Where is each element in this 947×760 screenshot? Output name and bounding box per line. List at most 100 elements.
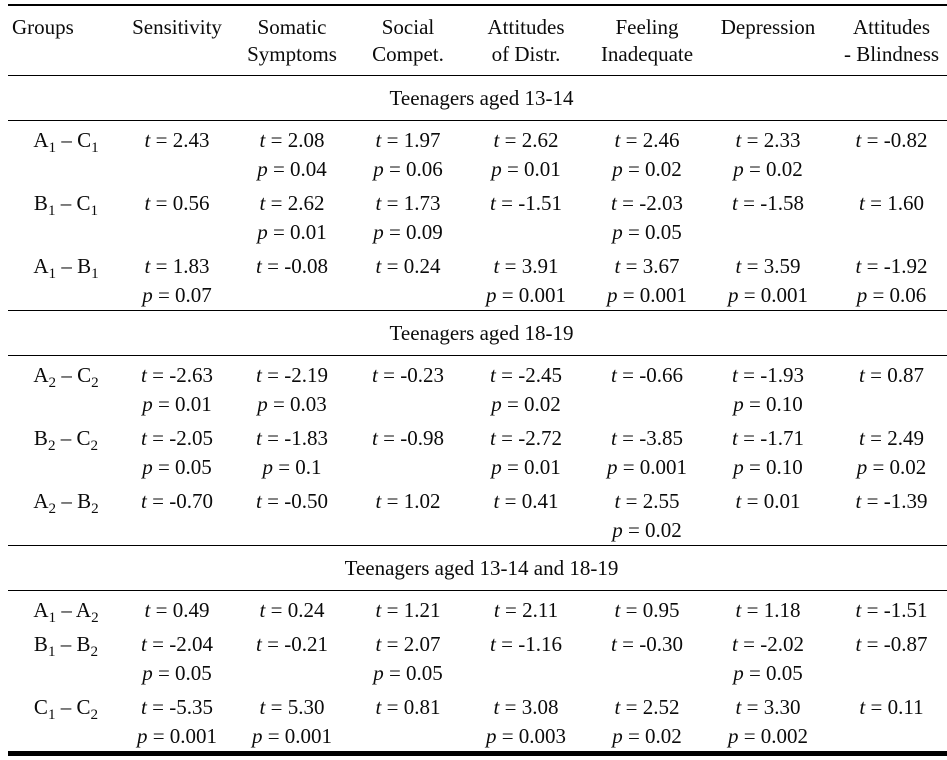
p-letter: p bbox=[856, 455, 868, 479]
group-subscript: 2 bbox=[90, 707, 99, 724]
group-subscript: 1 bbox=[47, 707, 56, 724]
t-value: t = 2.11 bbox=[493, 598, 559, 622]
group-label: A1 – C1 bbox=[33, 128, 99, 157]
p-letter: p bbox=[142, 392, 153, 416]
t-value: t = 0.49 bbox=[144, 598, 210, 622]
p-value: p = 0.001 bbox=[606, 455, 688, 479]
p-value: p = 0.001 bbox=[485, 283, 567, 307]
t-value: t = 1.73 bbox=[375, 191, 441, 215]
group-subscript: 1 bbox=[47, 203, 56, 220]
group-subscript: 1 bbox=[48, 266, 57, 283]
t-value: t = 1.97 bbox=[375, 128, 441, 152]
t-letter: t bbox=[855, 632, 862, 656]
stat-cell: t = -1.83 p = 0.1 bbox=[234, 419, 350, 482]
t-letter: t bbox=[855, 598, 862, 622]
group-subscript: 1 bbox=[48, 140, 57, 157]
t-letter: t bbox=[732, 426, 738, 450]
column-header-sensitivity: Sensitivity bbox=[120, 5, 234, 76]
t-letter: t bbox=[375, 598, 382, 622]
p-value bbox=[828, 659, 947, 688]
t-value: t = 1.02 bbox=[375, 489, 441, 513]
p-value: p = 0.02 bbox=[856, 455, 927, 479]
t-letter: t bbox=[735, 598, 742, 622]
t-value: t = -0.08 bbox=[256, 254, 328, 278]
p-letter: p bbox=[257, 157, 268, 181]
table-body: Teenagers aged 13-14 A1 – C1 t = 2.43 t = 2… bbox=[8, 75, 947, 754]
column-header-line: Inadequate bbox=[600, 42, 694, 66]
p-value: p = 0.06 bbox=[856, 283, 927, 307]
t-value: t = 2.43 bbox=[144, 128, 210, 152]
p-value bbox=[586, 659, 708, 688]
p-letter: p bbox=[727, 283, 739, 307]
p-value bbox=[828, 516, 947, 545]
t-letter: t bbox=[141, 426, 147, 450]
p-value bbox=[350, 390, 466, 419]
t-letter: t bbox=[141, 489, 147, 513]
t-value: t = 0.41 bbox=[493, 489, 559, 513]
stat-cell: t = 1.83 p = 0.07 bbox=[120, 247, 234, 311]
stat-cell: t = -0.23 bbox=[350, 356, 466, 420]
t-value: t = -1.58 bbox=[732, 191, 804, 215]
t-value: t = 0.24 bbox=[259, 598, 325, 622]
p-value bbox=[708, 218, 828, 247]
stat-cell: t = -2.19 p = 0.03 bbox=[234, 356, 350, 420]
p-value: p = 0.001 bbox=[606, 283, 688, 307]
stat-cell: t = -0.08 bbox=[234, 247, 350, 311]
p-value bbox=[828, 155, 947, 184]
group-subscript: 2 bbox=[48, 375, 57, 392]
stat-cell: t = -0.50 bbox=[234, 482, 350, 546]
group-label: B1 – C1 bbox=[33, 191, 99, 220]
t-letter: t bbox=[144, 598, 151, 622]
stat-cell: t = -0.98 bbox=[350, 419, 466, 482]
p-value bbox=[350, 453, 466, 482]
t-value: t = -0.30 bbox=[611, 632, 683, 656]
t-value: t = -2.05 bbox=[141, 426, 213, 450]
table-row: A2 – B2 t = -0.70 t = -0.50 t = 1.02 t = 0.4… bbox=[8, 482, 947, 546]
t-value: t = 3.08 bbox=[493, 695, 559, 719]
p-value bbox=[234, 281, 350, 310]
t-value: t = -0.50 bbox=[256, 489, 328, 513]
p-value bbox=[586, 390, 708, 419]
p-letter: p bbox=[612, 220, 623, 244]
t-value: t = -2.04 bbox=[141, 632, 213, 656]
group-subscript: 1 bbox=[91, 140, 99, 157]
t-letter: t bbox=[256, 489, 262, 513]
column-header-line: Attitudes bbox=[487, 15, 565, 39]
p-letter: p bbox=[612, 157, 623, 181]
t-letter: t bbox=[259, 598, 266, 622]
t-letter: t bbox=[256, 426, 262, 450]
p-value bbox=[120, 516, 234, 545]
table-row: B2 – C2 t = -2.05 p = 0.05 t = -1.83 p = 0.1… bbox=[8, 419, 947, 482]
section-title-row: Teenagers aged 13-14 bbox=[8, 75, 947, 121]
t-value: t = 1.60 bbox=[859, 191, 924, 215]
column-header-line: Feeling bbox=[615, 15, 679, 39]
column-header-social-competence: Social Compet. bbox=[350, 5, 466, 76]
stat-cell: t = -2.63 p = 0.01 bbox=[120, 356, 234, 420]
t-letter: t bbox=[259, 191, 266, 215]
t-letter: t bbox=[141, 695, 147, 719]
p-letter: p bbox=[733, 157, 744, 181]
t-letter: t bbox=[493, 128, 500, 152]
stat-cell: t = -2.02 p = 0.05 bbox=[708, 625, 828, 688]
p-value: p = 0.02 bbox=[491, 392, 561, 416]
group-label: A2 – B2 bbox=[33, 489, 99, 518]
t-letter: t bbox=[614, 598, 621, 622]
p-value: p = 0.001 bbox=[136, 724, 218, 748]
t-value: t = 3.59 bbox=[735, 254, 801, 278]
t-value: t = -2.45 bbox=[490, 363, 562, 387]
p-value: p = 0.04 bbox=[257, 157, 327, 181]
stat-cell: t = 3.67 p = 0.001 bbox=[586, 247, 708, 311]
t-value: t = 2.07 bbox=[375, 632, 441, 656]
stat-cell: t = 1.18 bbox=[708, 591, 828, 626]
t-value: t = -1.16 bbox=[490, 632, 562, 656]
t-value: t = -2.03 bbox=[611, 191, 683, 215]
stat-cell: t = -1.16 bbox=[466, 625, 586, 688]
table-row: B1 – C1 t = 0.56 t = 2.62 p = 0.01 t = 1.73 p… bbox=[8, 184, 947, 247]
t-value: t = 3.67 bbox=[614, 254, 680, 278]
p-letter: p bbox=[142, 283, 153, 307]
t-value: t = 3.30 bbox=[735, 695, 801, 719]
p-value bbox=[466, 218, 586, 247]
p-value: p = 0.01 bbox=[491, 455, 561, 479]
column-header-line: Somatic bbox=[257, 15, 327, 39]
t-letter: t bbox=[372, 363, 378, 387]
